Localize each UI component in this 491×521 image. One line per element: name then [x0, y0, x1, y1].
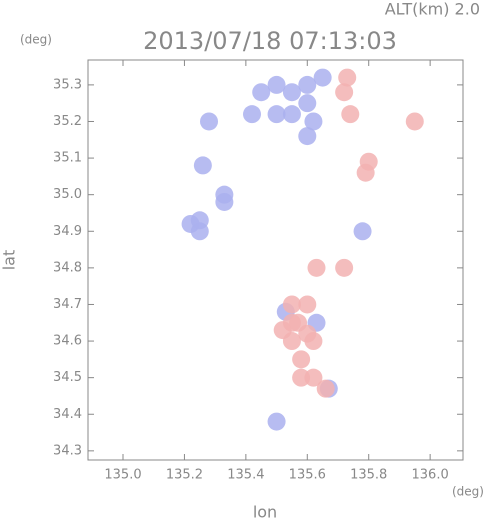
x-tick-label: 135.0 — [104, 468, 141, 483]
data-point — [292, 350, 311, 369]
x-unit: (deg) — [452, 485, 484, 499]
data-point — [341, 105, 360, 124]
y-axis-label: lat — [0, 250, 19, 271]
data-point — [282, 313, 301, 332]
data-point — [267, 105, 286, 124]
data-point — [298, 75, 317, 94]
y-unit: (deg) — [20, 33, 52, 47]
y-tick-label: 34.9 — [53, 224, 82, 239]
x-tick-label: 135.8 — [350, 468, 387, 483]
y-tick-label: 35.2 — [53, 114, 82, 129]
x-tick-label: 135.6 — [289, 468, 326, 483]
x-tick-label: 135.2 — [166, 468, 203, 483]
plot-frame — [87, 59, 464, 461]
y-tick-label: 35.0 — [53, 187, 82, 202]
data-point — [282, 105, 301, 124]
data-point — [304, 368, 323, 387]
data-point — [335, 83, 354, 102]
y-tick-label: 34.5 — [53, 370, 82, 385]
data-point — [338, 68, 357, 87]
data-point — [356, 163, 375, 182]
data-point — [304, 332, 323, 351]
data-point — [298, 94, 317, 113]
data-point — [267, 75, 286, 94]
y-tick-label: 35.1 — [53, 151, 82, 166]
data-point — [353, 222, 372, 241]
data-point — [282, 295, 301, 314]
data-point — [307, 258, 326, 277]
data-point — [298, 295, 317, 314]
data-point — [252, 83, 271, 102]
data-point — [316, 379, 335, 398]
data-point — [200, 112, 219, 131]
data-point — [190, 211, 209, 230]
chart-title: 2013/07/18 07:13:03 — [143, 27, 397, 55]
y-tick-label: 35.3 — [53, 77, 82, 92]
data-point — [215, 192, 234, 211]
y-tick-label: 34.7 — [53, 297, 82, 312]
data-point — [193, 156, 212, 175]
altitude-label: ALT(km) 2.0 — [385, 0, 480, 19]
data-point — [267, 412, 286, 431]
y-tick-label: 34.4 — [53, 407, 82, 422]
y-tick-label: 34.6 — [53, 334, 82, 349]
y-tick-label: 34.8 — [53, 260, 82, 275]
y-tick-label: 34.3 — [53, 443, 82, 458]
data-point — [335, 258, 354, 277]
data-point — [243, 105, 262, 124]
x-tick-label: 136.0 — [412, 468, 449, 483]
data-point — [304, 112, 323, 131]
data-point — [313, 68, 332, 87]
x-tick-label: 135.4 — [227, 468, 264, 483]
x-axis-label: lon — [253, 503, 277, 521]
data-point — [282, 83, 301, 102]
data-point — [405, 112, 424, 131]
data-point — [298, 127, 317, 146]
